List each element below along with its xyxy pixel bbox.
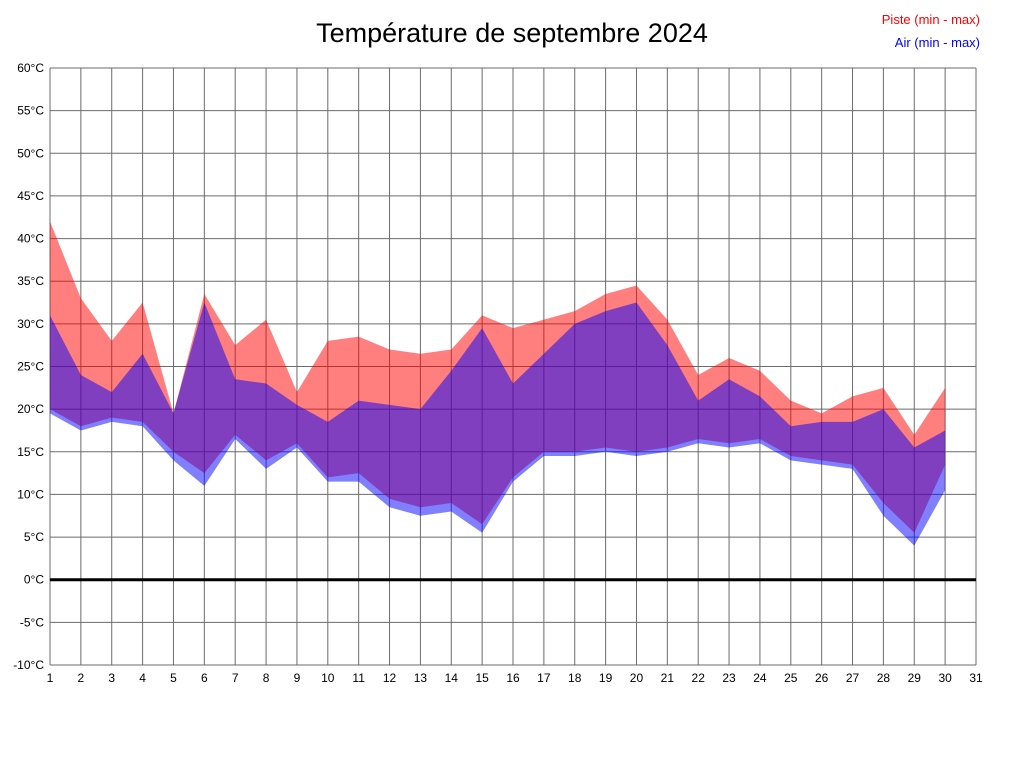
svg-text:21: 21 xyxy=(661,671,675,685)
svg-text:3: 3 xyxy=(108,671,115,685)
svg-text:4: 4 xyxy=(139,671,146,685)
svg-text:30°C: 30°C xyxy=(17,317,44,331)
svg-text:12: 12 xyxy=(383,671,397,685)
svg-text:27: 27 xyxy=(846,671,860,685)
svg-text:15°C: 15°C xyxy=(17,445,44,459)
svg-text:5: 5 xyxy=(170,671,177,685)
air-band xyxy=(50,302,946,546)
svg-text:26: 26 xyxy=(815,671,829,685)
svg-text:24: 24 xyxy=(753,671,767,685)
svg-text:45°C: 45°C xyxy=(17,189,44,203)
svg-text:15: 15 xyxy=(475,671,489,685)
svg-text:55°C: 55°C xyxy=(17,104,44,118)
svg-text:0°C: 0°C xyxy=(24,573,44,587)
svg-text:31: 31 xyxy=(969,671,983,685)
svg-text:1: 1 xyxy=(47,671,54,685)
svg-text:20: 20 xyxy=(630,671,644,685)
svg-text:17: 17 xyxy=(537,671,551,685)
svg-text:8: 8 xyxy=(263,671,270,685)
svg-text:25: 25 xyxy=(784,671,798,685)
svg-text:40°C: 40°C xyxy=(17,232,44,246)
svg-text:10°C: 10°C xyxy=(17,487,44,501)
svg-text:6: 6 xyxy=(201,671,208,685)
svg-text:-5°C: -5°C xyxy=(20,615,44,629)
svg-text:9: 9 xyxy=(294,671,301,685)
svg-text:23: 23 xyxy=(722,671,736,685)
svg-text:13: 13 xyxy=(414,671,428,685)
svg-text:25°C: 25°C xyxy=(17,360,44,374)
svg-text:14: 14 xyxy=(445,671,459,685)
legend-air: Air (min - max) xyxy=(894,35,980,50)
svg-text:30: 30 xyxy=(938,671,952,685)
chart-title: Température de septembre 2024 xyxy=(316,18,708,48)
svg-text:10: 10 xyxy=(321,671,335,685)
svg-text:11: 11 xyxy=(352,671,365,685)
svg-text:22: 22 xyxy=(692,671,706,685)
svg-text:60°C: 60°C xyxy=(17,61,44,75)
x-axis-labels: 1 2 3 4 5 6 7 8 9 10 11 12 13 14 15 16 17 18 19 20 21 22 23 24 2… xyxy=(47,671,983,685)
svg-text:35°C: 35°C xyxy=(17,274,44,288)
svg-text:2: 2 xyxy=(78,671,85,685)
y-axis-labels: -10°C -5°C 0°C 5°C 10°C 15°C 20°C 25°C 30°C 35°C 4… xyxy=(13,61,44,672)
svg-text:16: 16 xyxy=(506,671,520,685)
legend: Piste (min - max) Air (min - max) xyxy=(882,8,980,54)
svg-text:28: 28 xyxy=(877,671,891,685)
svg-text:5°C: 5°C xyxy=(24,530,44,544)
legend-piste: Piste (min - max) xyxy=(881,12,980,27)
svg-text:18: 18 xyxy=(568,671,582,685)
svg-text:20°C: 20°C xyxy=(17,402,44,416)
svg-text:19: 19 xyxy=(599,671,613,685)
svg-text:50°C: 50°C xyxy=(17,146,44,160)
svg-text:7: 7 xyxy=(232,671,239,685)
svg-text:29: 29 xyxy=(908,671,922,685)
svg-text:-10°C: -10°C xyxy=(13,658,44,672)
